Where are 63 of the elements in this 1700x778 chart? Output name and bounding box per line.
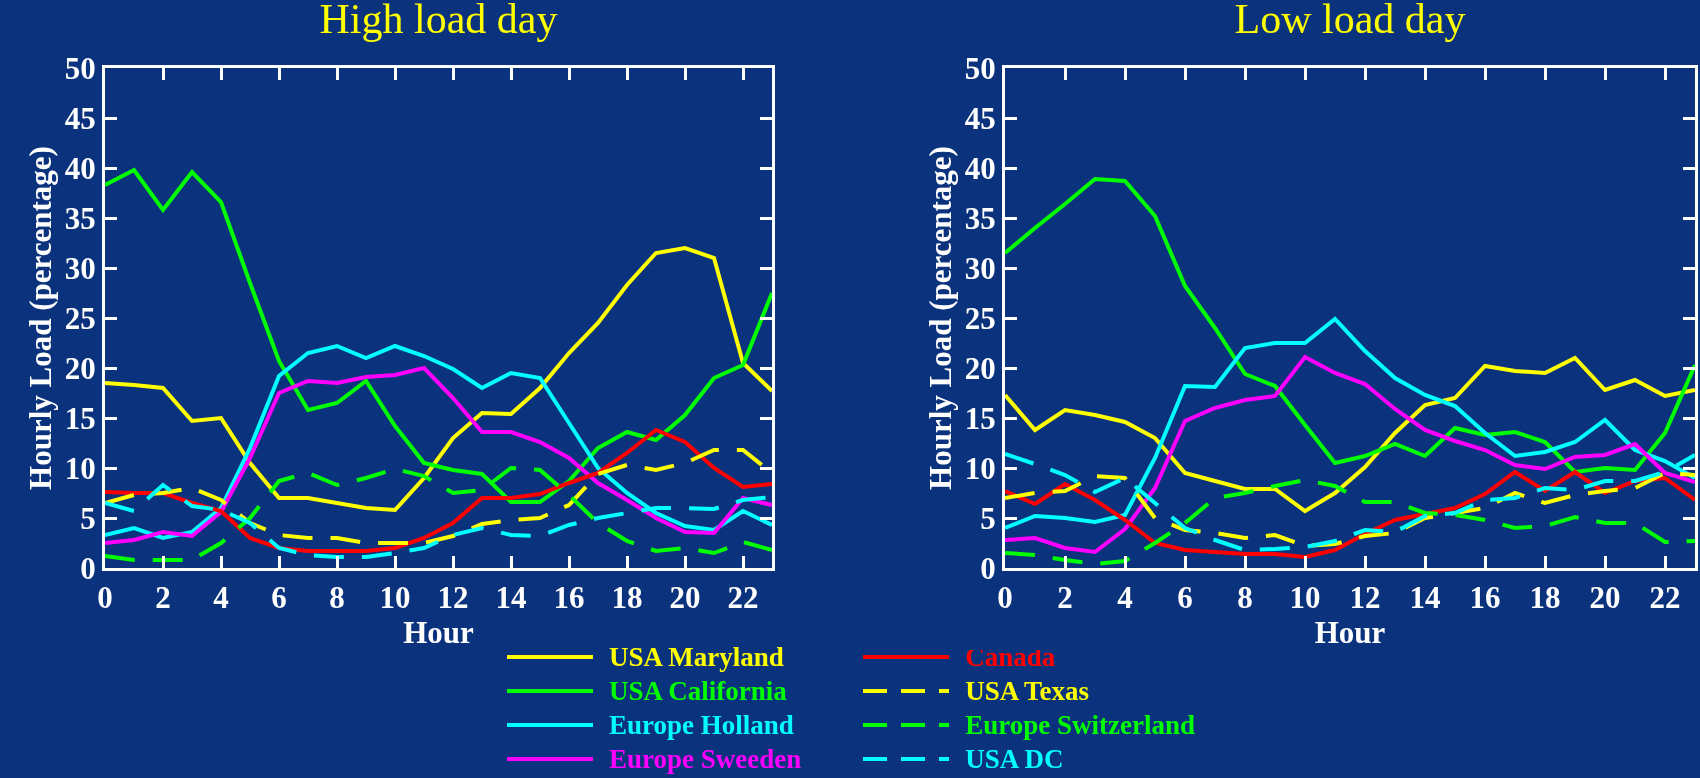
y-tick-label: 35	[964, 200, 996, 236]
y-tick-label: 0	[980, 550, 996, 586]
chart-title: Low load day	[1234, 0, 1466, 42]
line-series	[1005, 356, 1695, 513]
x-tick-label: 16	[553, 580, 585, 616]
y-tick-label: 50	[64, 50, 96, 86]
legend-label: Europe Holland	[608, 709, 794, 741]
x-tick-label: 18	[611, 580, 643, 616]
legend-label: USA Texas	[965, 675, 1090, 707]
y-tick-label: 30	[64, 250, 96, 286]
y-tick-label: 15	[964, 400, 996, 436]
y-tick-label: 10	[64, 450, 96, 486]
y-tick-label: 15	[64, 400, 96, 436]
y-tick-label: 20	[64, 350, 96, 386]
y-tick-label: 5	[980, 500, 996, 536]
x-tick-label: 12	[437, 580, 469, 616]
legend-label: USA California	[608, 675, 787, 707]
legend-label: Europe Switzerland	[965, 709, 1196, 741]
y-tick-label: 5	[80, 500, 96, 536]
y-axis-title: Hourly Load (percentage)	[923, 146, 959, 490]
x-tick-label: 12	[1349, 580, 1381, 616]
line-series	[1005, 355, 1695, 554]
x-tick-label: 10	[1289, 580, 1321, 616]
line-series	[1005, 478, 1695, 566]
x-tick-label: 10	[379, 580, 411, 616]
line-series	[105, 246, 772, 512]
y-tick-label: 30	[964, 250, 996, 286]
x-tick-label: 2	[1057, 580, 1073, 616]
y-tick-label: 25	[964, 300, 996, 336]
y-tick-label: 20	[964, 350, 996, 386]
x-tick-label: 8	[329, 580, 345, 616]
x-tick-label: 6	[1177, 580, 1193, 616]
x-tick-label: 14	[495, 580, 527, 616]
y-axis-title: Hourly Load (percentage)	[23, 146, 59, 490]
x-tick-label: 18	[1529, 580, 1561, 616]
x-tick-label: 22	[1649, 580, 1681, 616]
x-tick-label: 2	[155, 580, 171, 616]
x-tick-label: 20	[1589, 580, 1621, 616]
x-tick-label: 14	[1409, 580, 1441, 616]
x-axis-title: Hour	[1314, 615, 1386, 650]
y-tick-label: 40	[64, 150, 96, 186]
legend-label: Europe Sweeden	[608, 743, 802, 775]
legend-label: USA Maryland	[608, 641, 784, 673]
chart-title: High load day	[319, 0, 558, 42]
y-tick-label: 0	[80, 550, 96, 586]
x-tick-label: 4	[213, 580, 229, 616]
x-tick-label: 8	[1237, 580, 1253, 616]
x-tick-label: 4	[1117, 580, 1133, 616]
x-tick-label: 22	[727, 580, 759, 616]
y-tick-label: 50	[964, 50, 996, 86]
y-tick-label: 45	[64, 100, 96, 136]
y-tick-label: 10	[964, 450, 996, 486]
x-tick-label: 20	[669, 580, 701, 616]
x-axis-title: Hour	[403, 615, 475, 650]
line-series	[1005, 177, 1695, 474]
legend-label: USA DC	[965, 743, 1064, 775]
y-tick-label: 35	[64, 200, 96, 236]
x-tick-label: 16	[1469, 580, 1501, 616]
x-tick-label: 6	[271, 580, 287, 616]
y-tick-label: 25	[64, 300, 96, 336]
y-tick-label: 45	[964, 100, 996, 136]
y-tick-label: 40	[964, 150, 996, 186]
line-series	[105, 428, 772, 553]
